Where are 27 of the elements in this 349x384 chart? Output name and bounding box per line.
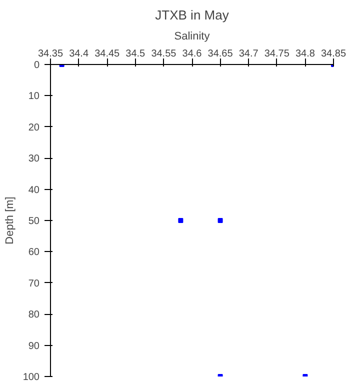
- point: [218, 218, 223, 223]
- x-tick-label: 34.7: [238, 48, 259, 60]
- x-tick-label: 34.75: [264, 48, 290, 60]
- y-tick-label: 60: [28, 247, 40, 258]
- point: [178, 218, 184, 223]
- y-tick-label: 100: [22, 372, 40, 383]
- x-axis-title: Salinity: [174, 30, 210, 42]
- x-tick-label: 34.6: [182, 48, 202, 60]
- x-tick-label: 34.35: [38, 48, 64, 60]
- x-tick-label: 34.65: [208, 48, 234, 60]
- y-tick-label: 80: [28, 310, 40, 321]
- x-tick-label: 34.5: [126, 48, 146, 60]
- x-tick-label: 34.45: [94, 48, 120, 60]
- y-tick-label: 90: [28, 340, 40, 352]
- y-tick-label: 40: [28, 184, 40, 196]
- x-tick-label: 34.55: [151, 48, 177, 60]
- y-tick-label: 30: [28, 154, 40, 165]
- x-tick-label: 34.85: [320, 48, 346, 60]
- y-tick-label: 0: [34, 60, 40, 71]
- chart-title: JTXB in May: [155, 8, 230, 22]
- x-tick-label: 34.8: [295, 48, 316, 60]
- x-tick-label: 34.4: [69, 48, 89, 60]
- y-tick-label: 10: [28, 91, 40, 102]
- y-tick-label: 20: [28, 122, 40, 134]
- y-tick-label: 50: [28, 216, 40, 227]
- y-tick-label: 70: [28, 278, 40, 290]
- y-axis-title: Depth [m]: [4, 196, 16, 244]
